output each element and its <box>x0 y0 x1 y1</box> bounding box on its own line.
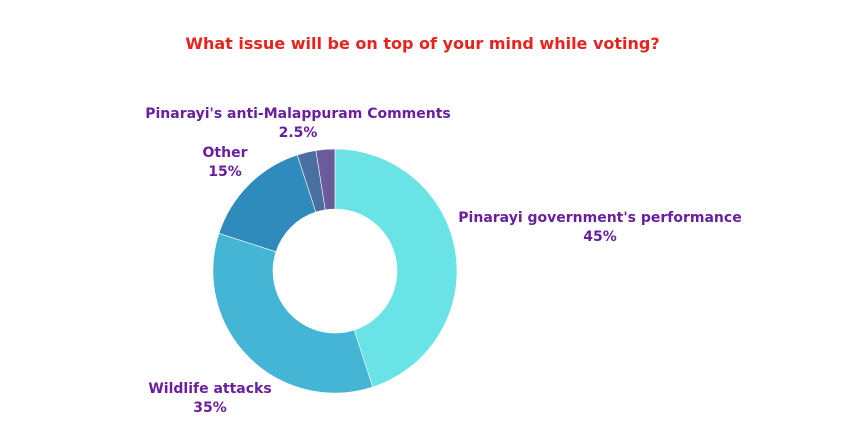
slice-label-1: Pinarayi government's performance <box>458 210 741 226</box>
slice-value-label-4: 2.5% <box>279 125 318 141</box>
slice-1 <box>334 148 458 388</box>
slice-2 <box>212 232 374 394</box>
slice-value-label-3: 15% <box>208 164 242 180</box>
slice-label-2: Wildlife attacks <box>148 381 271 397</box>
chart-title: What issue will be on top of your mind w… <box>185 34 660 53</box>
slice-value-label-1: 45% <box>583 229 617 245</box>
slice-value-label-2: 35% <box>193 400 227 416</box>
slice-5 <box>315 148 336 211</box>
slice-label-4: Pinarayi's anti-Malappuram Comments <box>145 106 451 122</box>
slice-label-3: Other <box>203 145 248 161</box>
